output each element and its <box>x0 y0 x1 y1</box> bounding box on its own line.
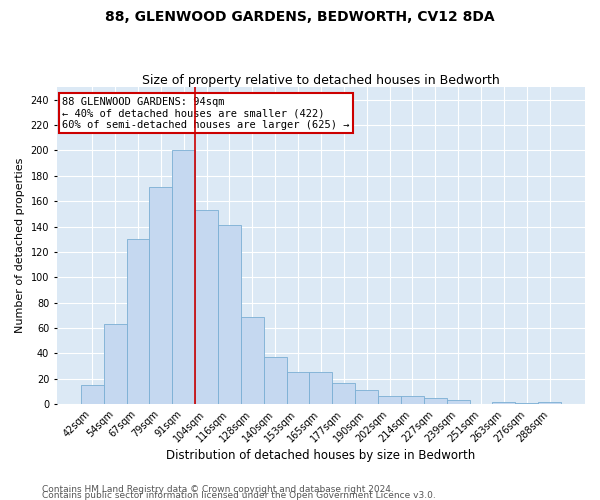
Bar <box>287 372 310 404</box>
Bar <box>149 187 172 404</box>
Text: Contains HM Land Registry data © Crown copyright and database right 2024.: Contains HM Land Registry data © Crown c… <box>42 485 394 494</box>
Text: Contains public sector information licensed under the Open Government Licence v3: Contains public sector information licen… <box>42 491 436 500</box>
Bar <box>424 398 446 404</box>
Title: Size of property relative to detached houses in Bedworth: Size of property relative to detached ho… <box>142 74 500 87</box>
Bar <box>538 402 561 404</box>
Bar <box>378 396 401 404</box>
Bar <box>310 372 332 404</box>
Bar <box>241 316 264 404</box>
Text: 88 GLENWOOD GARDENS: 94sqm
← 40% of detached houses are smaller (422)
60% of sem: 88 GLENWOOD GARDENS: 94sqm ← 40% of deta… <box>62 96 350 130</box>
Bar <box>515 403 538 404</box>
Bar <box>332 382 355 404</box>
Bar <box>195 210 218 404</box>
X-axis label: Distribution of detached houses by size in Bedworth: Distribution of detached houses by size … <box>166 450 476 462</box>
Bar <box>264 357 287 404</box>
Bar <box>218 225 241 404</box>
Text: 88, GLENWOOD GARDENS, BEDWORTH, CV12 8DA: 88, GLENWOOD GARDENS, BEDWORTH, CV12 8DA <box>105 10 495 24</box>
Y-axis label: Number of detached properties: Number of detached properties <box>15 158 25 333</box>
Bar <box>493 402 515 404</box>
Bar <box>355 390 378 404</box>
Bar <box>172 150 195 404</box>
Bar <box>81 385 104 404</box>
Bar <box>446 400 470 404</box>
Bar <box>127 239 149 404</box>
Bar <box>401 396 424 404</box>
Bar <box>104 324 127 404</box>
